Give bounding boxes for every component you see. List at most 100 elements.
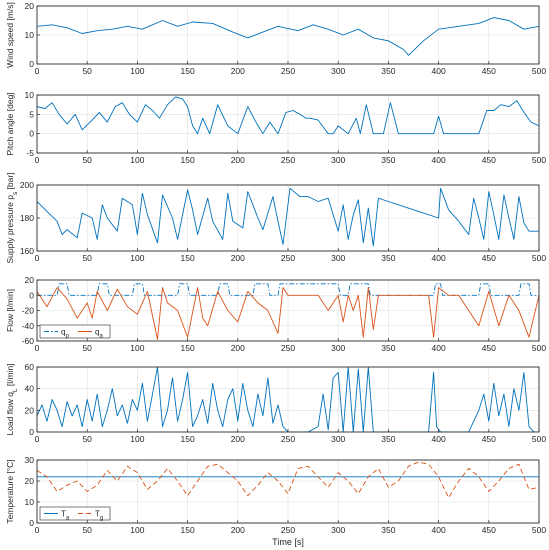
x-tick-label: 200 — [231, 253, 245, 263]
series-line-1 — [37, 96, 539, 135]
legend: Ta Tg — [39, 506, 111, 522]
x-tick-label: 350 — [381, 155, 395, 165]
x-tick-label: 450 — [482, 525, 496, 535]
x-tick-label: 500 — [532, 253, 546, 263]
y-axis-label: Pitch angle [deg] — [5, 92, 15, 155]
x-tick-label: 250 — [281, 253, 295, 263]
panel-4: 0 50 100 150 200 250 300 350 400 450 500 -60 -40 -20 0… — [5, 275, 546, 353]
x-tick-label: 200 — [231, 343, 245, 353]
x-tick-label: 200 — [231, 66, 245, 76]
y-tick-label: 20 — [25, 1, 35, 11]
legend-label: qa — [95, 328, 103, 340]
x-tick-label: 200 — [231, 525, 245, 535]
y-tick-label: 10 — [25, 90, 35, 100]
legend-label: qp — [61, 328, 69, 340]
x-tick-label: 400 — [432, 155, 446, 165]
x-tick-label: 0 — [35, 66, 40, 76]
x-tick-label: 150 — [181, 343, 195, 353]
x-tick-label: 400 — [432, 343, 446, 353]
x-tick-label: 0 — [35, 155, 40, 165]
x-tick-label: 500 — [532, 434, 546, 444]
series-line-qa — [37, 287, 539, 340]
x-tick-label: 100 — [130, 155, 144, 165]
x-tick-label: 350 — [381, 253, 395, 263]
x-tick-label: 300 — [331, 155, 345, 165]
y-tick-label: 0 — [29, 427, 34, 437]
legend-box — [39, 506, 111, 521]
legend-box — [39, 324, 111, 339]
x-tick-label: 150 — [181, 66, 195, 76]
x-tick-label: 350 — [381, 434, 395, 444]
x-tick-label: 300 — [331, 525, 345, 535]
x-tick-label: 150 — [181, 253, 195, 263]
x-tick-label: 0 — [35, 434, 40, 444]
x-tick-label: 0 — [35, 253, 40, 263]
panel-6: 0 50 100 150 200 250 300 350 400 450 500 0 10 20 30 Tem… — [5, 455, 546, 547]
panel-1: 0 50 100 150 200 250 300 350 400 450 500 0 10 20 Wind … — [5, 1, 546, 76]
x-tick-label: 200 — [231, 155, 245, 165]
y-axis-label: Load flow qL [l/min] — [5, 363, 19, 435]
x-tick-label: 450 — [482, 253, 496, 263]
x-tick-label: 400 — [432, 253, 446, 263]
y-axis-label: Wind speed [m/s] — [5, 2, 15, 68]
x-tick-label: 450 — [482, 66, 496, 76]
x-tick-label: 150 — [181, 525, 195, 535]
x-tick-label: 400 — [432, 434, 446, 444]
series-line-1 — [37, 17, 539, 56]
x-tick-label: 50 — [82, 66, 92, 76]
y-tick-label: 5 — [29, 109, 34, 119]
panel-2: 0 50 100 150 200 250 300 350 400 450 500-50510Pitc… — [5, 90, 546, 165]
x-tick-label: 0 — [35, 343, 40, 353]
legend-label: Ta — [61, 510, 70, 522]
x-tick-label: 500 — [532, 155, 546, 165]
x-tick-label: 150 — [181, 434, 195, 444]
x-tick-label: 150 — [181, 155, 195, 165]
x-tick-label: 400 — [432, 525, 446, 535]
y-tick-label: 20 — [25, 405, 35, 415]
series-line-Tg — [37, 461, 539, 499]
x-axis-label: Time [s] — [272, 537, 304, 547]
y-tick-label: 60 — [25, 362, 35, 372]
x-tick-label: 350 — [381, 343, 395, 353]
x-tick-label: 350 — [381, 525, 395, 535]
y-tick-label: 0 — [29, 518, 34, 528]
x-tick-label: 300 — [331, 343, 345, 353]
x-tick-label: 500 — [532, 343, 546, 353]
y-tick-label: 0 — [29, 129, 34, 139]
x-tick-label: 50 — [82, 253, 92, 263]
x-tick-label: 100 — [130, 66, 144, 76]
x-tick-label: 500 — [532, 525, 546, 535]
legend-label: Tg — [95, 510, 103, 522]
y-tick-label: -40 — [22, 321, 35, 331]
x-tick-label: 500 — [532, 66, 546, 76]
x-tick-label: 450 — [482, 434, 496, 444]
x-tick-label: 100 — [130, 343, 144, 353]
x-tick-label: 250 — [281, 434, 295, 444]
x-tick-label: 400 — [432, 66, 446, 76]
x-tick-label: 250 — [281, 66, 295, 76]
y-tick-label: 180 — [20, 213, 34, 223]
x-tick-label: 50 — [82, 343, 92, 353]
panel-3: 0 50 100 150 200 250 300 350 400 450 500160180200S… — [5, 172, 546, 263]
x-tick-label: 100 — [130, 525, 144, 535]
x-tick-label: 100 — [130, 434, 144, 444]
x-tick-label: 250 — [281, 343, 295, 353]
series-line-1 — [37, 187, 539, 247]
y-tick-label: -5 — [26, 148, 34, 158]
x-tick-label: 450 — [482, 343, 496, 353]
y-tick-label: 10 — [25, 30, 35, 40]
x-tick-label: 100 — [130, 253, 144, 263]
y-tick-label: 20 — [25, 275, 35, 285]
x-tick-label: 0 — [35, 525, 40, 535]
y-tick-label: 30 — [25, 455, 35, 465]
x-tick-label: 300 — [331, 253, 345, 263]
series-line-1 — [37, 367, 539, 432]
y-tick-label: -20 — [22, 306, 35, 316]
y-tick-label: 0 — [29, 290, 34, 300]
legend: qp qa — [39, 324, 111, 340]
y-tick-label: 200 — [20, 180, 34, 190]
x-tick-label: 250 — [281, 525, 295, 535]
y-tick-label: -60 — [22, 336, 35, 346]
y-tick-label: 20 — [25, 476, 35, 486]
x-tick-label: 300 — [331, 434, 345, 444]
